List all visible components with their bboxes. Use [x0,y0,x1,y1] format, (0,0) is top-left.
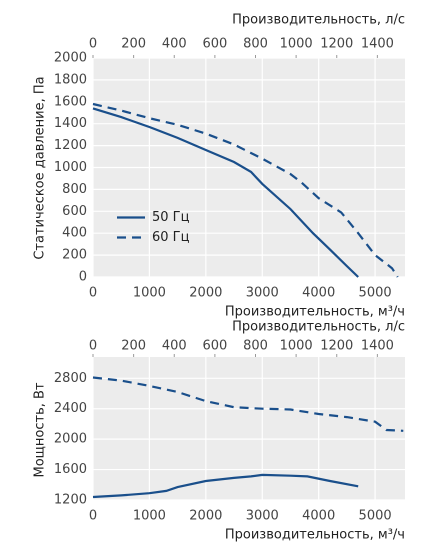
x2-axis-label: Производительность, л/с [232,320,405,335]
y-tick-label: 2800 [54,371,87,386]
series-line [92,107,359,278]
y-tick-label: 400 [62,226,87,241]
y-tick-label: 0 [79,270,87,285]
x-tick-label: 5000 [359,509,392,524]
x-axis-label: Производительность, м³/ч [225,305,405,320]
series-line [92,473,359,499]
series-line [92,102,399,278]
x2-tick-label: 1400 [361,37,394,52]
x2-axis-label: Производительность, л/с [232,13,405,28]
legend-label: 60 Гц [152,230,190,245]
x-tick-label: 1000 [133,509,166,524]
x2-tick-label: 600 [202,37,227,52]
y-tick-label: 1000 [54,160,87,175]
x-tick-label: 1000 [133,286,166,301]
x-tick-label: 3000 [246,509,279,524]
x2-tick-label: 400 [162,37,187,52]
x-tick-label: 2000 [189,286,222,301]
y-tick-label: 1800 [54,72,87,87]
x-tick-label: 4000 [302,286,335,301]
y-tick-label: 1200 [54,493,87,508]
x2-tick-label: 0 [89,339,97,354]
y-axis-label: Мощность, Вт [33,382,48,477]
x2-tick-label: 200 [121,339,146,354]
x-tick-label: 5000 [359,286,392,301]
x2-tick-label: 1000 [280,37,313,52]
y-tick-label: 600 [62,204,87,219]
legend-label: 50 Гц [152,210,190,225]
y-tick-label: 2000 [54,51,87,66]
x2-tick-label: 600 [202,339,227,354]
x2-tick-label: 200 [121,37,146,52]
y-tick-label: 800 [62,182,87,197]
x2-tick-label: 1400 [361,339,394,354]
x2-tick-label: 1000 [280,339,313,354]
y-tick-label: 1400 [54,116,87,131]
x2-tick-label: 0 [89,37,97,52]
x-tick-label: 4000 [302,509,335,524]
y-tick-label: 200 [62,248,87,263]
series-line [92,376,404,432]
y-tick-label: 2000 [54,432,87,447]
y-tick-label: 1200 [54,138,87,153]
y-axis-label: Статическое давление, Па [33,76,48,259]
x2-tick-label: 1200 [320,339,353,354]
x-tick-label: 0 [89,286,97,301]
x2-tick-label: 800 [243,37,268,52]
y-tick-label: 2400 [54,401,87,416]
x2-tick-label: 400 [162,339,187,354]
x2-tick-label: 800 [243,339,268,354]
x-tick-label: 2000 [189,509,222,524]
x-tick-label: 0 [89,509,97,524]
x-axis-label: Производительность, м³/ч [225,528,405,543]
x2-tick-label: 1200 [320,37,353,52]
y-tick-label: 1600 [54,462,87,477]
x-tick-label: 3000 [246,286,279,301]
y-tick-label: 1600 [54,94,87,109]
